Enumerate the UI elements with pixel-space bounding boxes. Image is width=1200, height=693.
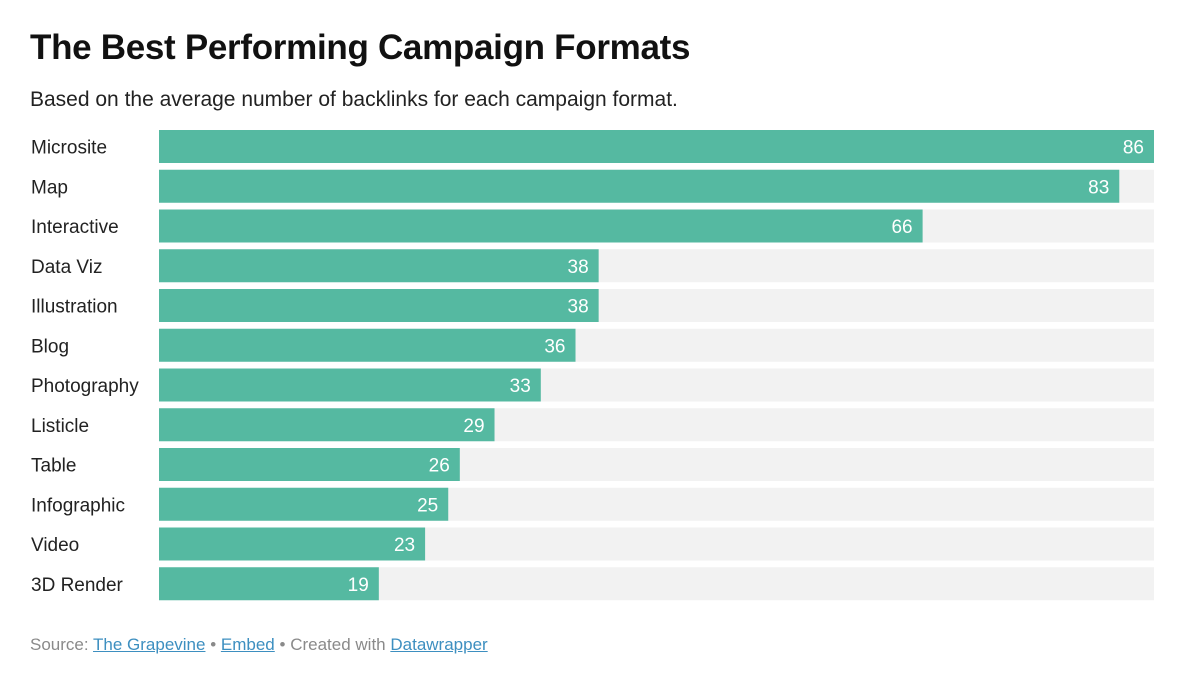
category-label: Video: [31, 535, 79, 556]
value-label: 83: [1088, 177, 1109, 198]
bar: [159, 289, 599, 322]
value-label: 38: [568, 297, 589, 318]
source-prefix: Source:: [30, 635, 89, 654]
value-label: 66: [891, 217, 912, 238]
source-link[interactable]: The Grapevine: [93, 635, 206, 654]
bar-row: Listicle 29: [31, 408, 1154, 442]
value-label: 86: [1123, 138, 1144, 159]
value-label: 38: [568, 257, 589, 278]
bar-row: Data Viz 38: [31, 249, 1154, 283]
category-label: Infographic: [31, 495, 125, 516]
footer-separator: •: [279, 635, 286, 654]
value-label: 25: [417, 495, 438, 516]
bar-row: Video 23: [31, 527, 1154, 561]
bar: [159, 209, 923, 243]
bar: [159, 408, 495, 442]
chart-footer: Source: The Grapevine • Embed • Created …: [30, 634, 488, 656]
bar: [159, 448, 460, 481]
bar: [159, 487, 449, 521]
bar-row: Map 83: [31, 169, 1154, 203]
bar-row: Microsite 86: [31, 130, 1154, 163]
bar-row: Illustration 38: [31, 289, 1154, 322]
bar: [159, 169, 1120, 203]
bar: [159, 249, 599, 283]
embed-link[interactable]: Embed: [220, 635, 275, 654]
bar: [159, 527, 426, 561]
value-label: 26: [429, 456, 450, 477]
value-label: 19: [348, 575, 369, 596]
category-label: Microsite: [31, 138, 107, 159]
bar-row: Blog 36: [31, 328, 1154, 362]
category-label: Listicle: [31, 416, 89, 437]
bar-row: Infographic 25: [31, 487, 1154, 521]
value-label: 29: [463, 416, 484, 437]
category-label: Interactive: [31, 217, 119, 238]
datawrapper-link[interactable]: Datawrapper: [390, 635, 488, 654]
category-label: 3D Render: [31, 575, 124, 596]
bar: [159, 368, 541, 402]
footer-separator: •: [210, 635, 217, 654]
chart-subtitle: Based on the average number of backlinks…: [30, 88, 678, 111]
category-label: Blog: [31, 336, 69, 357]
value-label: 33: [510, 376, 531, 397]
bar: [159, 567, 379, 601]
bar: [159, 130, 1154, 163]
value-label: 36: [544, 336, 565, 357]
category-label: Photography: [31, 376, 139, 397]
bar-row: Interactive 66: [31, 209, 1154, 243]
category-label: Map: [31, 177, 68, 198]
bar-row: 3D Render 19: [31, 567, 1154, 601]
created-with-text: Created with: [290, 635, 386, 654]
category-label: Table: [31, 456, 76, 477]
chart-title: The Best Performing Campaign Formats: [30, 28, 691, 67]
category-label: Data Viz: [31, 257, 102, 278]
category-label: Illustration: [31, 297, 118, 318]
bar-row: Photography 33: [31, 368, 1154, 402]
bar: [159, 328, 576, 362]
value-label: 23: [394, 535, 415, 556]
bar-row: Table 26: [31, 448, 1154, 481]
